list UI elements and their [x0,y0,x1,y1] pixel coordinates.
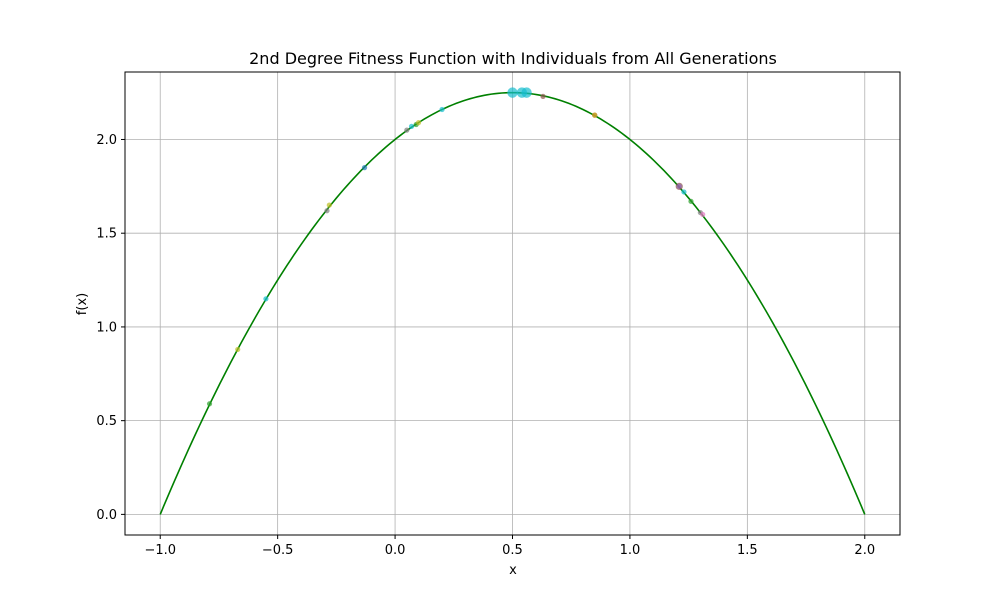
x-tick-label: 2.0 [854,543,875,558]
individual-point [592,112,598,118]
individual-point [361,164,368,171]
individual-point [404,127,410,133]
individual-point [408,123,415,129]
y-axis-label: f(x) [75,293,90,315]
x-tick-label: 0.0 [385,543,406,558]
x-tick-label: −0.5 [262,543,294,558]
individual-point [206,401,213,407]
individual-point [235,346,241,353]
individual-point [415,120,422,126]
x-tick-label: −1.0 [144,543,176,558]
axes: −1.0 −0.5 0.0 0.5 1.0 1.5 2.0 0.0 0.5 1.0 1.5 2.0 [96,71,901,558]
individual-point [681,189,687,195]
individual-point [688,198,694,204]
individuals-layer [206,87,706,407]
individual-point [439,106,445,113]
x-tick-label: 0.5 [502,543,523,558]
x-tick-label: 1.5 [737,543,758,558]
chart-title: 2nd Degree Fitness Function with Individ… [249,49,777,68]
y-tick-label: 1.5 [96,227,117,242]
y-tick-label: 2.0 [96,133,117,148]
individual-point [540,93,546,99]
grid [125,72,900,535]
individual-point [676,183,682,189]
x-axis-label: x [509,563,517,578]
y-tick-label: 0.0 [96,508,117,523]
individual-point [326,202,332,208]
x-tick-label: 1.0 [620,543,641,558]
individual-point [507,87,518,98]
y-tick-label: 0.5 [96,414,117,429]
individual-point [263,296,269,302]
individual-point [700,211,706,218]
individual-point [324,208,330,214]
individual-point [521,87,532,98]
y-tick-label: 1.0 [96,320,117,335]
